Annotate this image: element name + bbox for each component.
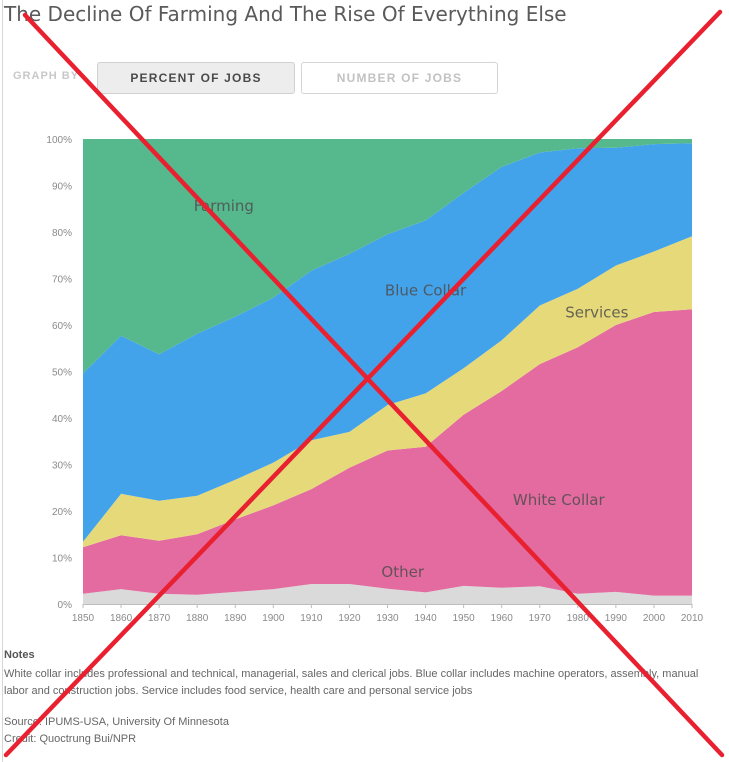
x-tick-label: 1870 <box>148 613 171 624</box>
x-tick-label: 1940 <box>414 613 437 624</box>
x-tick-label: 1890 <box>224 613 247 624</box>
series-label-other: Other <box>381 563 424 581</box>
notes-text: White collar includes professional and t… <box>4 668 699 697</box>
y-tick-label: 60% <box>52 321 72 332</box>
x-tick-label: 1880 <box>186 613 209 624</box>
series-label-services: Services <box>565 304 628 322</box>
y-tick-label: 80% <box>52 228 72 239</box>
y-tick-label: 90% <box>52 182 72 193</box>
x-tick-label: 1960 <box>491 613 514 624</box>
x-tick-label: 1900 <box>262 613 285 624</box>
x-tick-label: 1950 <box>453 613 476 624</box>
x-tick-label: 1910 <box>300 613 323 624</box>
y-tick-label: 70% <box>52 275 72 286</box>
x-tick-label: 1980 <box>567 613 590 624</box>
left-border <box>2 0 3 762</box>
y-tick-label: 40% <box>52 414 72 425</box>
y-tick-label: 10% <box>52 554 72 565</box>
y-tick-label: 50% <box>52 368 72 379</box>
x-tick-label: 1860 <box>110 613 133 624</box>
y-tick-label: 30% <box>52 461 72 472</box>
y-tick-label: 100% <box>46 135 72 146</box>
y-tick-label: 0% <box>58 600 73 611</box>
source-line: Source: IPUMS-USA, University Of Minneso… <box>4 716 229 728</box>
y-tick-label: 20% <box>52 507 72 518</box>
series-label-farming: Farming <box>194 197 254 215</box>
credit-line: Credit: Quoctrung Bui/NPR <box>4 733 137 745</box>
x-tick-label: 2010 <box>681 613 704 624</box>
x-tick-label: 2000 <box>643 613 666 624</box>
x-tick-label: 1920 <box>338 613 361 624</box>
series-label-blue-collar: Blue Collar <box>385 282 467 300</box>
x-tick-label: 1930 <box>376 613 399 624</box>
series-label-white-collar: White Collar <box>513 491 606 509</box>
notes-heading: Notes <box>4 649 35 661</box>
x-tick-label: 1970 <box>529 613 552 624</box>
x-tick-label: 1850 <box>72 613 95 624</box>
x-tick-label: 1990 <box>605 613 628 624</box>
stacked-area-chart: 0% 10% 20% 30% 40% 50% 60% 70% 80% 90% 100% 1850 186… <box>46 135 704 624</box>
